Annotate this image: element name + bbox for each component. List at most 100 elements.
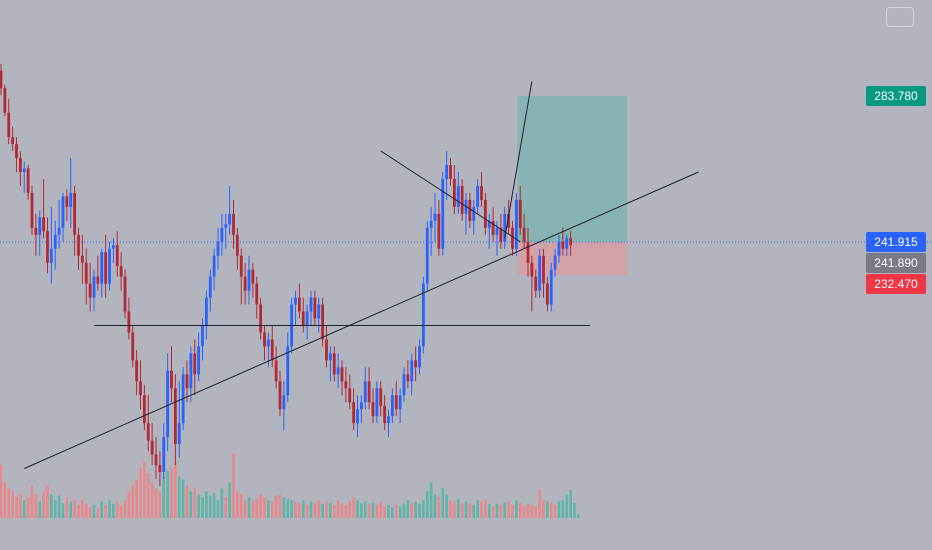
candle-body: [73, 192, 77, 235]
volume-bar: [391, 507, 394, 518]
candle-body: [26, 168, 30, 193]
volume-bar: [0, 464, 3, 518]
volume-bar: [69, 501, 73, 518]
candle-body: [433, 213, 437, 221]
candle-body: [61, 196, 65, 228]
candle-body: [398, 395, 402, 410]
candle-body: [34, 227, 38, 235]
volume-bar: [363, 501, 367, 518]
volume-bar: [553, 505, 557, 518]
candle-body: [173, 388, 177, 445]
volume-bar: [332, 505, 336, 518]
volume-bar: [46, 485, 49, 518]
volume-bar: [375, 505, 379, 518]
chart-settings-button[interactable]: [886, 7, 914, 27]
volume-bar: [542, 500, 545, 518]
candle-body: [367, 381, 371, 403]
volume-bar: [15, 497, 18, 518]
candle-body: [77, 234, 80, 256]
volume-bar: [406, 500, 410, 518]
volume-bar: [383, 506, 386, 518]
candle-body: [69, 192, 73, 207]
volume-bar: [19, 494, 22, 518]
volume-bar: [81, 500, 84, 518]
candle-body: [266, 339, 270, 347]
candle-body: [0, 70, 3, 89]
volume-bar: [305, 505, 309, 518]
volume-bar: [371, 502, 375, 518]
volume-bar: [511, 505, 514, 518]
candle-body: [503, 213, 507, 242]
volume-bar: [379, 501, 383, 518]
projected-move-line: [504, 81, 533, 239]
volume-bar: [507, 501, 510, 518]
volume-bar: [344, 505, 348, 518]
volume-bar: [526, 503, 530, 518]
volume-bar: [422, 500, 425, 518]
candle-body: [232, 213, 235, 235]
volume-bar: [57, 495, 61, 518]
volume-bar: [348, 501, 352, 518]
candle-body: [108, 248, 111, 284]
volume-bar: [569, 489, 572, 518]
volume-bar: [340, 503, 344, 518]
candle-body: [379, 388, 383, 406]
volume-bar: [158, 491, 162, 518]
candle-body: [135, 360, 139, 382]
candle-body: [104, 252, 108, 284]
candle-body: [429, 220, 433, 228]
volume-bar: [267, 500, 270, 518]
volume-bar: [394, 505, 398, 518]
volume-bar: [460, 503, 464, 518]
volume-bar: [208, 495, 212, 518]
candle-body: [278, 381, 282, 410]
candle-body: [476, 185, 480, 207]
volume-bar: [410, 502, 414, 518]
candle-body: [309, 297, 313, 312]
candle-body: [507, 213, 511, 228]
volume-bar: [317, 500, 321, 518]
candle-body: [352, 402, 356, 424]
candle-body: [216, 241, 220, 256]
volume-bar: [456, 499, 460, 518]
candle-body: [123, 276, 127, 312]
candle-body: [472, 206, 476, 221]
volume-bar: [42, 491, 45, 518]
volume-bar: [290, 500, 293, 518]
candle-body: [282, 395, 286, 410]
candle-body: [437, 213, 441, 249]
candle-body: [538, 255, 542, 291]
candle-body: [53, 234, 57, 249]
volume-bar: [139, 467, 142, 518]
volume-bar: [216, 500, 220, 518]
volume-bar: [433, 494, 437, 518]
candle-body: [514, 199, 518, 249]
volume-bar: [336, 500, 340, 518]
candle-body: [313, 297, 317, 319]
candle-body: [166, 370, 170, 438]
volume-bar: [367, 503, 371, 518]
candle-body: [96, 276, 100, 284]
volume-bar: [522, 506, 526, 518]
candle-body: [201, 325, 204, 347]
rising-support-trendline: [24, 171, 699, 469]
candle-body: [301, 311, 305, 326]
volume-bar: [515, 500, 518, 518]
volume-bar: [236, 491, 239, 518]
volume-bar: [181, 479, 185, 518]
candle-body: [425, 227, 429, 284]
candle-body: [208, 276, 212, 298]
candle-body: [468, 199, 472, 221]
candle-body: [491, 220, 495, 235]
candle-body: [569, 238, 573, 246]
candle-body: [57, 227, 61, 235]
candle-body: [30, 192, 34, 228]
volume-bar: [491, 506, 495, 518]
volume-bar: [22, 500, 26, 518]
volume-bar: [189, 491, 193, 518]
candle-body: [414, 360, 418, 368]
volume-bar: [255, 499, 259, 518]
volume-bar: [546, 501, 549, 518]
